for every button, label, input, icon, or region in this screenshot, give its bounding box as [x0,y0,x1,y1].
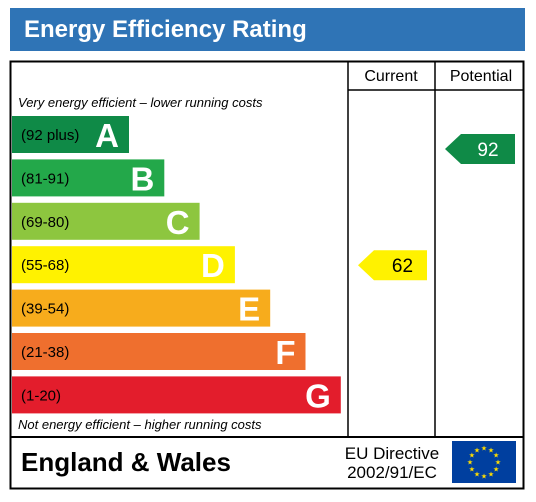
region-label: England & Wales [21,447,231,477]
eu-star-icon: ★ [488,446,494,454]
band-f: (21-38) F [12,333,306,371]
band-range-d: (55-68) [21,257,69,274]
band-range-b: (81-91) [21,170,69,187]
eu-star-icon: ★ [469,452,475,460]
band-bar-g [12,376,341,414]
band-range-e: (39-54) [21,301,69,318]
band-letter-b: B [130,160,154,197]
eu-star-icon: ★ [493,452,499,460]
eu-star-icon: ★ [469,466,475,474]
bottom-note: Not energy efficient – higher running co… [18,417,262,432]
top-note: Very energy efficient – lower running co… [18,95,263,110]
band-d: (55-68) D [12,246,235,284]
band-a: (92 plus) A [12,116,129,154]
eu-star-icon: ★ [481,473,487,481]
band-range-g: (1-20) [21,387,61,404]
column-header-current: Current [364,68,418,85]
eu-star-icon: ★ [493,466,499,474]
eu-flag-icon: ★ ★★★★★★★★★★★ [452,441,516,483]
band-bar-c [12,202,200,240]
rating-bands: (92 plus) A (81-91) B (69-80) C (55-68) D (39-54… [12,116,341,414]
band-b: (81-91) B [12,159,165,197]
band-range-f: (21-38) [21,344,69,361]
band-bar-e [12,289,271,327]
eu-star-icon: ★ [495,459,501,467]
band-letter-g: G [305,377,331,414]
band-g: (1-20) G [12,376,341,414]
eu-star-icon: ★ [467,459,473,467]
eu-star-icon: ★ [474,471,480,479]
band-letter-e: E [238,291,260,328]
current-rating-arrow: 62 [358,250,427,281]
band-letter-f: F [275,334,295,371]
band-bar-b [12,159,165,197]
band-letter-d: D [201,247,225,284]
column-header-potential: Potential [450,68,512,85]
potential-arrow-value: 92 [477,140,498,161]
band-range-c: (69-80) [21,214,69,231]
potential-arrow-shape [445,134,515,164]
title-bar: Energy Efficiency Rating [10,8,525,51]
band-bar-a [12,116,129,153]
current-arrow-shape [358,250,427,281]
band-bar-f [12,333,306,370]
potential-rating-arrow: 92 [445,134,515,164]
band-letter-c: C [166,204,190,241]
eu-star-icon: ★ [474,446,480,454]
directive-line-1: EU Directive [345,444,439,463]
band-range-a: (92 plus) [21,127,79,144]
eu-star-icon: ★ [481,445,487,453]
eu-star-icon: ★ [488,471,494,479]
directive-line-2: 2002/91/EC [347,463,437,482]
band-bar-d [12,246,235,284]
chart-frame [9,60,525,490]
band-e: (39-54) E [12,289,271,328]
current-arrow-value: 62 [392,256,413,277]
chart-title: Energy Efficiency Rating [24,16,307,43]
band-c: (69-80) C [12,202,200,241]
band-letter-a: A [95,117,119,154]
